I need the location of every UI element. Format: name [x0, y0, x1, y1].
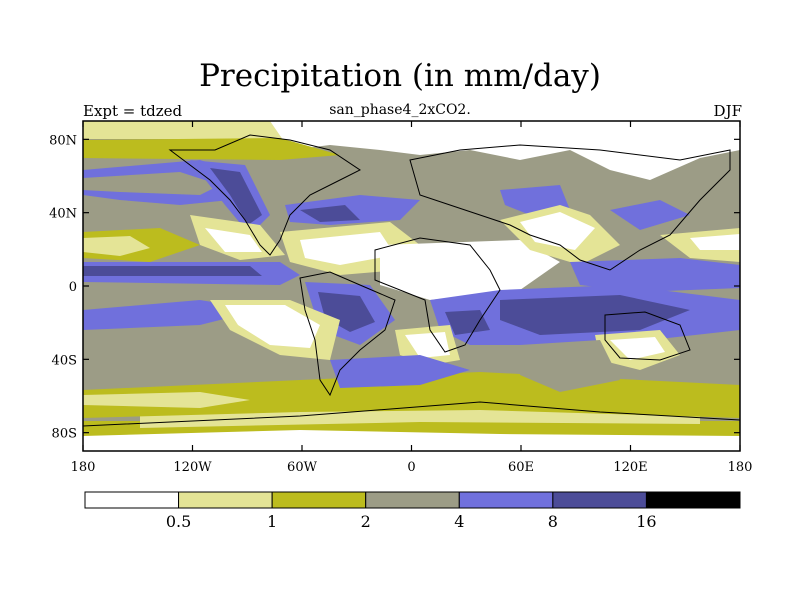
legend-label: 8	[548, 512, 558, 531]
legend-swatch	[84, 491, 180, 509]
legend-swatch	[552, 491, 647, 509]
lon-tick-label: 0	[407, 460, 415, 475]
map-axes: 80N 40N 0 40S 80S 180 120W 60W 0 60E 120E 180	[49, 121, 752, 475]
lon-tick-label: 180	[728, 460, 753, 475]
lon-tick-label: 180	[71, 460, 96, 475]
color-legend: 0.5 1 2 4 8 16	[84, 491, 741, 531]
lat-tick-label: 40S	[52, 353, 77, 368]
precipitation-field	[83, 121, 740, 451]
legend-label: 0.5	[166, 512, 191, 531]
legend-label: 4	[454, 512, 464, 531]
legend-swatch	[365, 491, 460, 509]
season-label: DJF	[713, 102, 742, 120]
lat-tick-label: 80S	[52, 427, 77, 442]
legend-swatch	[178, 491, 273, 509]
lat-tick-label: 0	[69, 280, 77, 295]
lon-tick-label: 60W	[287, 460, 318, 475]
legend-label: 1	[267, 512, 277, 531]
coastlines	[83, 134, 740, 427]
legend-swatch	[458, 491, 554, 509]
legend-swatch	[645, 491, 741, 509]
legend-swatch	[271, 491, 367, 509]
map-title: Precipitation (in mm/day)	[199, 58, 601, 94]
legend-label: 2	[361, 512, 371, 531]
legend-label: 16	[636, 512, 656, 531]
experiment-label: Expt = tdzed	[83, 102, 183, 120]
lon-tick-label: 60E	[508, 460, 534, 475]
lon-tick-label: 120W	[173, 460, 212, 475]
lat-tick-label: 80N	[49, 133, 77, 148]
map-subtitle: san_phase4_2xCO2.	[329, 102, 471, 118]
lat-tick-label: 40N	[49, 207, 77, 222]
lon-tick-label: 120E	[613, 460, 647, 475]
